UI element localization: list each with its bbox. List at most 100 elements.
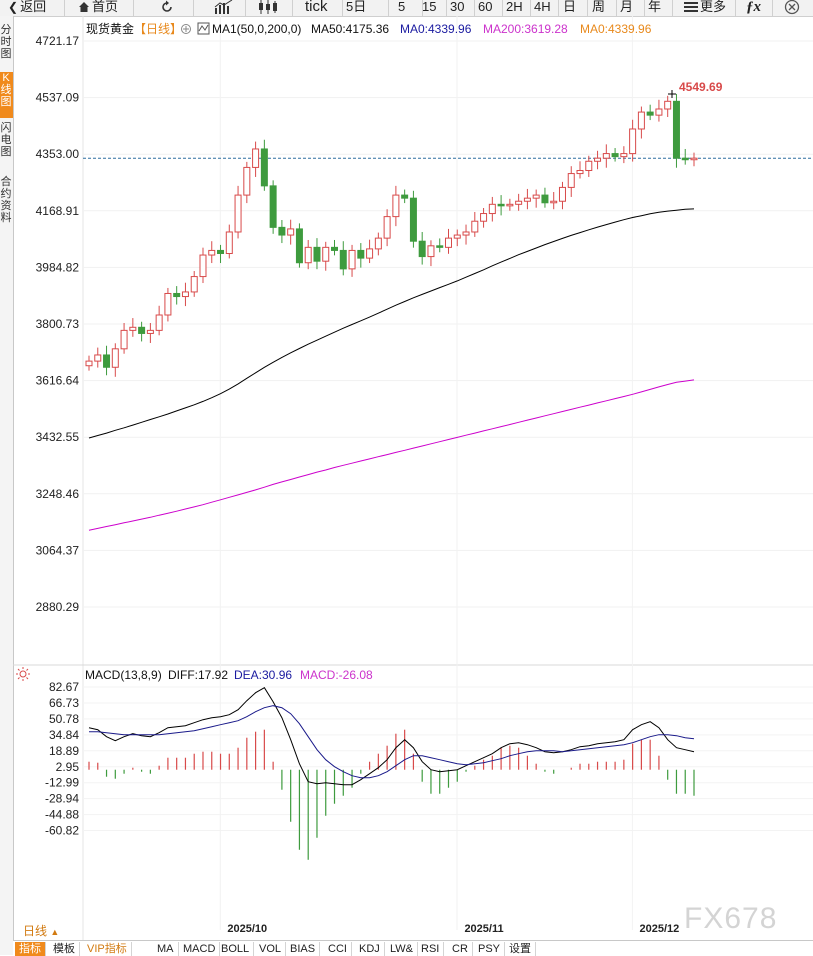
tab-kline-label: K线图 <box>0 72 12 108</box>
indicator-tab-5[interactable]: BOLL <box>217 942 255 956</box>
candlestick <box>94 347 102 368</box>
candlestick <box>103 345 111 376</box>
toolbar-divider <box>64 0 65 16</box>
candlestick <box>471 211 479 237</box>
indicator-tab-13[interactable]: PSY <box>474 942 506 956</box>
top-toolbar: ❮ 返回 首页 tick 5日 5 15 30 60 2H 4H 日 周月年 更多 ƒx <box>0 0 813 17</box>
period-7[interactable]: 日 <box>563 0 576 16</box>
sun-settings-icon[interactable] <box>16 667 30 681</box>
indicator-tab-8[interactable]: CCI <box>324 942 352 956</box>
indicator-tab-1[interactable]: 模板 <box>49 942 80 956</box>
indicator-tab-2[interactable]: VIP指标 <box>83 942 132 956</box>
candlestick <box>462 224 470 245</box>
candle-body <box>260 148 268 187</box>
ma200-value: MA200:3619.28 <box>483 22 568 36</box>
tab-timeshare[interactable]: 分时图 <box>0 24 13 64</box>
candlestick <box>418 231 426 265</box>
period-label: 5 <box>398 0 406 14</box>
tab-contract-info[interactable]: 合约资料 <box>0 176 13 232</box>
candle-body <box>208 249 216 256</box>
tab-flash[interactable]: 闪电图 <box>0 122 13 166</box>
period-label: 5日 <box>346 0 367 14</box>
candle-body <box>497 203 505 207</box>
indicator-tab-14[interactable]: 设置 <box>505 942 536 956</box>
candle-body <box>331 246 339 251</box>
candlestick <box>111 343 119 377</box>
period-5day[interactable]: 5日 <box>346 0 366 16</box>
indicator-chart-button[interactable] <box>214 0 234 16</box>
candlestick <box>655 99 663 122</box>
candle-body <box>453 234 461 239</box>
more-label: 更多 <box>700 0 727 14</box>
candle-body <box>690 157 698 161</box>
period-6[interactable]: 4H <box>534 0 551 16</box>
candle-body <box>313 246 321 262</box>
price-tick-label: 3248.46 <box>36 487 80 501</box>
arrow-left-icon: ❮ <box>8 0 19 14</box>
dea-value: DEA:30.96 <box>234 668 292 682</box>
period-dropdown[interactable]: 日线 ▲ <box>13 922 83 940</box>
price-tick-label: 4537.09 <box>36 91 80 105</box>
home-button[interactable]: 首页 <box>78 0 118 16</box>
month-tick-label: 2025/11 <box>464 923 503 935</box>
indicator-tab-4[interactable]: MACD <box>179 942 221 956</box>
candle-body <box>94 354 102 362</box>
indicator-tab-6[interactable]: VOL <box>255 942 287 956</box>
high-price-label: 4549.69 <box>679 80 723 94</box>
period-2[interactable]: 15 <box>422 0 436 16</box>
price-tick-label: 3800.73 <box>36 317 80 331</box>
tab-kline[interactable]: K线图 <box>0 72 13 118</box>
toolbar-divider <box>672 0 673 16</box>
circle-settings-icon[interactable] <box>181 24 191 34</box>
period-9[interactable]: 月 <box>620 0 633 16</box>
refresh-button[interactable] <box>160 0 174 16</box>
macd-tick-label: 34.84 <box>49 728 79 742</box>
candle-body <box>138 326 146 334</box>
candle-body <box>480 213 488 222</box>
candlestick <box>594 150 602 170</box>
candle-body <box>164 292 172 316</box>
period-1[interactable]: 5 <box>398 0 405 16</box>
draw-tool-button[interactable]: ƒx <box>746 0 761 16</box>
tab-contract-info-label: 合约资料 <box>0 176 12 224</box>
candlestick <box>637 106 645 139</box>
candlestick <box>252 141 260 177</box>
candlestick <box>488 196 496 222</box>
indicator-tab-9[interactable]: KDJ <box>355 942 385 956</box>
indicator-tab-12[interactable]: CR <box>448 942 473 956</box>
dea-line <box>89 705 695 779</box>
candlestick-button[interactable] <box>258 0 278 16</box>
candlestick <box>217 244 225 264</box>
tick-button[interactable]: tick <box>305 0 328 16</box>
indicator-tab-7[interactable]: BIAS <box>286 942 321 956</box>
period-10[interactable]: 年 <box>648 0 661 16</box>
macd-label: MACD(13,8,9) <box>85 668 162 682</box>
indicator-tab-11[interactable]: RSI <box>417 942 445 956</box>
indicator-tab-bar: 指标 模板 VIP指标 MA MACD BOLL VOL BIAS CCI KDJ LW& RSI CR… <box>13 940 813 956</box>
candlestick <box>602 144 610 168</box>
period-4[interactable]: 60 <box>478 0 492 16</box>
ma200-line <box>88 379 695 531</box>
candlestick <box>532 189 540 208</box>
indicator-tab-10[interactable]: LW& <box>386 942 419 956</box>
more-button[interactable]: 更多 <box>684 0 726 16</box>
candlestick <box>146 322 154 343</box>
toolbar-divider <box>474 0 475 16</box>
period-3[interactable]: 30 <box>450 0 464 16</box>
macd-tick-label: -44.88 <box>45 808 79 822</box>
indicator-tab-3[interactable]: MA <box>153 942 179 956</box>
candle-body <box>146 329 154 334</box>
close-circle-icon <box>784 0 800 15</box>
candlestick <box>295 223 303 268</box>
period-5[interactable]: 2H <box>506 0 523 16</box>
candle-body <box>488 203 496 215</box>
candle-body <box>155 314 163 331</box>
period-8[interactable]: 周 <box>592 0 605 16</box>
candle-body <box>348 249 356 270</box>
candle-body <box>129 326 137 331</box>
back-button[interactable]: ❮ 返回 <box>8 0 46 16</box>
close-button[interactable] <box>784 0 800 16</box>
indicator-tab-0[interactable]: 指标 <box>15 942 46 956</box>
macd-tick-label: 50.78 <box>49 712 79 726</box>
